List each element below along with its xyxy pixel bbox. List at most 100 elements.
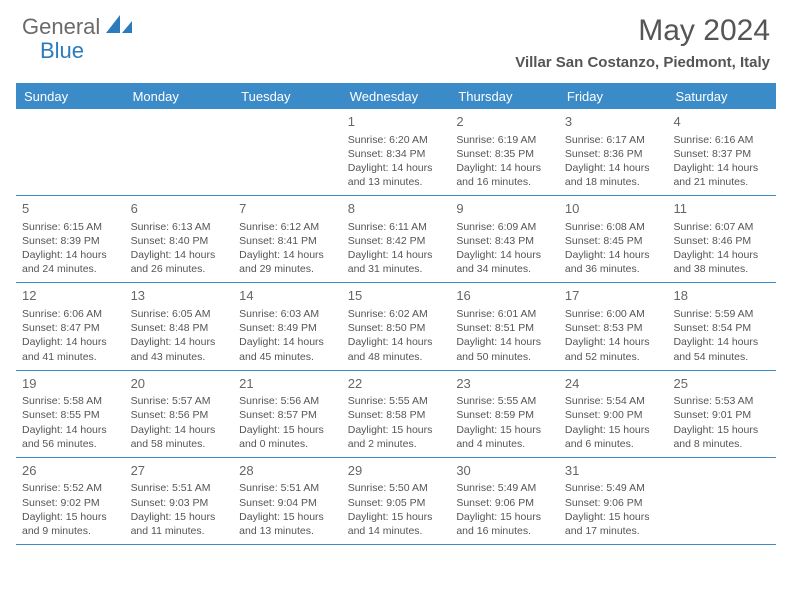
cell-line: Sunrise: 5:51 AM [131,481,228,495]
day-header: Friday [559,84,668,109]
calendar-cell: 11Sunrise: 6:07 AMSunset: 8:46 PMDayligh… [667,196,776,282]
cell-line: Sunrise: 5:59 AM [673,307,770,321]
cell-line: and 54 minutes. [673,350,770,364]
cell-line: Daylight: 14 hours [348,161,445,175]
cell-line: and 41 minutes. [22,350,119,364]
cell-line: Daylight: 14 hours [22,248,119,262]
cell-line: Sunrise: 5:49 AM [456,481,553,495]
cell-line: Sunrise: 6:05 AM [131,307,228,321]
cell-line: and 0 minutes. [239,437,336,451]
day-number: 29 [348,462,445,480]
calendar-cell: 26Sunrise: 5:52 AMSunset: 9:02 PMDayligh… [16,458,125,544]
cell-line: Sunrise: 5:56 AM [239,394,336,408]
week-row: 12Sunrise: 6:06 AMSunset: 8:47 PMDayligh… [16,283,776,370]
calendar-cell: 9Sunrise: 6:09 AMSunset: 8:43 PMDaylight… [450,196,559,282]
cell-line: and 34 minutes. [456,262,553,276]
cell-line: Sunset: 9:05 PM [348,496,445,510]
cell-line: Sunrise: 5:58 AM [22,394,119,408]
day-number: 2 [456,113,553,131]
calendar-cell: 29Sunrise: 5:50 AMSunset: 9:05 PMDayligh… [342,458,451,544]
calendar-cell: 2Sunrise: 6:19 AMSunset: 8:35 PMDaylight… [450,109,559,195]
header: General Blue May 2024 Villar San Costanz… [0,0,792,77]
cell-line: Sunset: 8:59 PM [456,408,553,422]
cell-line: and 17 minutes. [565,524,662,538]
calendar: SundayMondayTuesdayWednesdayThursdayFrid… [16,83,776,545]
cell-line: and 13 minutes. [348,175,445,189]
cell-line: Sunrise: 5:54 AM [565,394,662,408]
calendar-cell: 14Sunrise: 6:03 AMSunset: 8:49 PMDayligh… [233,283,342,369]
cell-line: Daylight: 14 hours [565,248,662,262]
day-number: 12 [22,287,119,305]
cell-line: Daylight: 14 hours [22,335,119,349]
day-number: 3 [565,113,662,131]
calendar-cell: 4Sunrise: 6:16 AMSunset: 8:37 PMDaylight… [667,109,776,195]
cell-line: Sunset: 8:34 PM [348,147,445,161]
cell-line: Sunset: 8:50 PM [348,321,445,335]
calendar-cell: 6Sunrise: 6:13 AMSunset: 8:40 PMDaylight… [125,196,234,282]
cell-line: Sunset: 8:55 PM [22,408,119,422]
logo-text-general: General [22,14,100,40]
day-number: 10 [565,200,662,218]
cell-line: Daylight: 14 hours [565,161,662,175]
cell-line: and 18 minutes. [565,175,662,189]
cell-line: Daylight: 15 hours [565,423,662,437]
day-number: 30 [456,462,553,480]
calendar-cell: 30Sunrise: 5:49 AMSunset: 9:06 PMDayligh… [450,458,559,544]
calendar-cell: 22Sunrise: 5:55 AMSunset: 8:58 PMDayligh… [342,371,451,457]
cell-line: Sunrise: 6:02 AM [348,307,445,321]
cell-line: Daylight: 15 hours [348,423,445,437]
cell-line: Sunset: 8:58 PM [348,408,445,422]
cell-line: Sunrise: 6:15 AM [22,220,119,234]
cell-line: Sunset: 8:37 PM [673,147,770,161]
cell-line: Sunrise: 6:13 AM [131,220,228,234]
cell-line: Daylight: 14 hours [456,248,553,262]
cell-line: Sunrise: 5:55 AM [456,394,553,408]
cell-line: Sunrise: 5:53 AM [673,394,770,408]
cell-line: Daylight: 14 hours [22,423,119,437]
calendar-cell: 31Sunrise: 5:49 AMSunset: 9:06 PMDayligh… [559,458,668,544]
day-number: 28 [239,462,336,480]
day-number: 23 [456,375,553,393]
day-number: 14 [239,287,336,305]
cell-line: Sunset: 9:03 PM [131,496,228,510]
calendar-cell: 24Sunrise: 5:54 AMSunset: 9:00 PMDayligh… [559,371,668,457]
day-number: 16 [456,287,553,305]
title-block: May 2024 Villar San Costanzo, Piedmont, … [515,14,770,71]
day-number: 20 [131,375,228,393]
calendar-cell [125,109,234,195]
week-row: 19Sunrise: 5:58 AMSunset: 8:55 PMDayligh… [16,371,776,458]
cell-line: Sunrise: 6:16 AM [673,133,770,147]
cell-line: and 9 minutes. [22,524,119,538]
cell-line: Daylight: 14 hours [673,335,770,349]
day-number: 15 [348,287,445,305]
day-number: 4 [673,113,770,131]
cell-line: and 6 minutes. [565,437,662,451]
cell-line: and 43 minutes. [131,350,228,364]
cell-line: Sunset: 8:46 PM [673,234,770,248]
cell-line: Sunset: 8:57 PM [239,408,336,422]
cell-line: Daylight: 14 hours [348,248,445,262]
cell-line: Daylight: 14 hours [456,335,553,349]
day-number: 11 [673,200,770,218]
logo-text-blue: Blue [40,38,84,64]
day-header: Wednesday [342,84,451,109]
cell-line: and 29 minutes. [239,262,336,276]
day-number: 19 [22,375,119,393]
cell-line: Daylight: 14 hours [673,248,770,262]
cell-line: Daylight: 15 hours [673,423,770,437]
cell-line: Daylight: 14 hours [131,248,228,262]
day-number: 22 [348,375,445,393]
cell-line: Sunrise: 6:19 AM [456,133,553,147]
day-header: Thursday [450,84,559,109]
calendar-cell: 8Sunrise: 6:11 AMSunset: 8:42 PMDaylight… [342,196,451,282]
cell-line: and 2 minutes. [348,437,445,451]
cell-line: Sunset: 8:36 PM [565,147,662,161]
cell-line: Sunset: 9:06 PM [456,496,553,510]
cell-line: Sunset: 9:00 PM [565,408,662,422]
cell-line: Sunset: 8:35 PM [456,147,553,161]
calendar-cell: 23Sunrise: 5:55 AMSunset: 8:59 PMDayligh… [450,371,559,457]
cell-line: and 58 minutes. [131,437,228,451]
week-row: 5Sunrise: 6:15 AMSunset: 8:39 PMDaylight… [16,196,776,283]
calendar-cell: 27Sunrise: 5:51 AMSunset: 9:03 PMDayligh… [125,458,234,544]
cell-line: Daylight: 15 hours [131,510,228,524]
